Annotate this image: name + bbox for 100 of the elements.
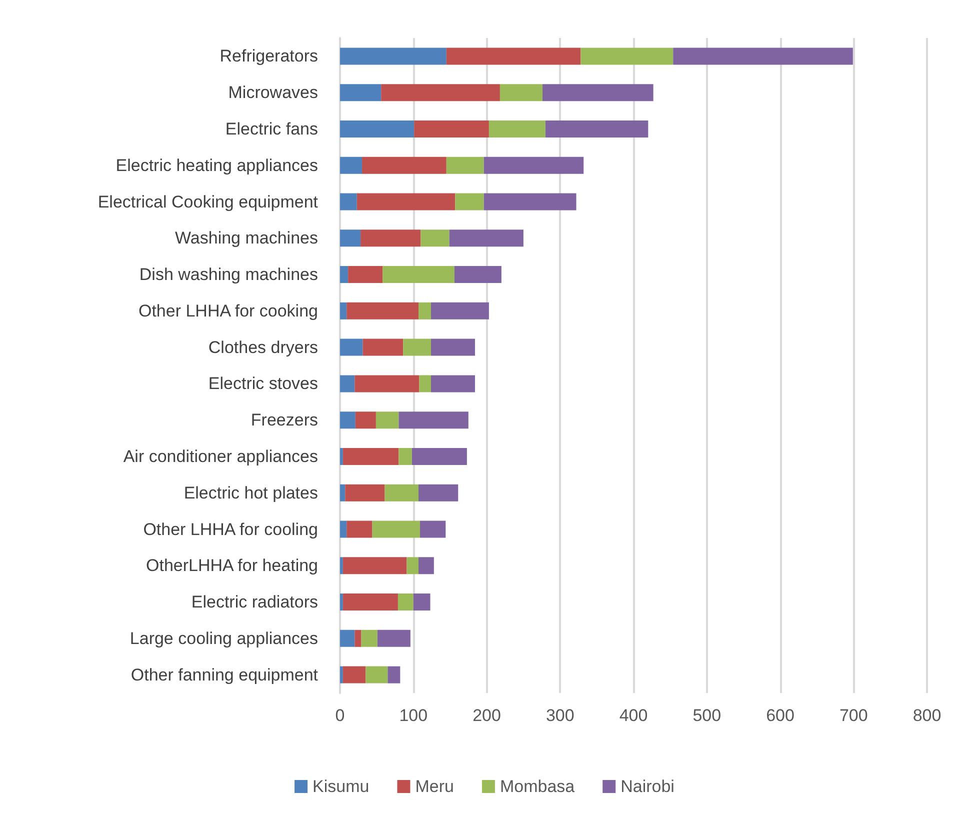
bar <box>484 193 576 210</box>
bar <box>454 266 502 284</box>
y-tick-label: Other fanning equipment <box>130 665 318 684</box>
bar <box>340 666 343 684</box>
x-tick-label: 700 <box>839 706 868 725</box>
bar <box>403 338 431 356</box>
y-tick-label: Large cooling appliances <box>130 628 318 648</box>
bar <box>354 630 362 647</box>
x-tick-label: 100 <box>399 706 428 725</box>
bar <box>340 156 362 174</box>
bar <box>430 302 489 320</box>
bar <box>360 230 421 247</box>
bar <box>348 266 383 284</box>
bar <box>340 48 446 65</box>
bar <box>382 266 454 284</box>
y-tick-label: Freezers <box>250 410 318 430</box>
y-tick-label: Electric fans <box>225 119 318 138</box>
bar <box>340 375 355 392</box>
y-tick-label: Microwaves <box>228 83 318 102</box>
y-tick-label: Electric stoves <box>208 374 318 394</box>
bar <box>340 120 414 138</box>
x-tick-label: 400 <box>619 706 648 725</box>
bar <box>362 156 446 174</box>
x-tick-label: 200 <box>472 706 501 725</box>
bar <box>388 666 400 684</box>
bar <box>398 448 412 465</box>
bar <box>430 338 476 356</box>
bar <box>340 84 382 102</box>
y-tick-label: Electric hot plates <box>184 483 318 502</box>
bar <box>340 520 347 538</box>
bar <box>340 193 357 210</box>
bar <box>488 120 546 138</box>
y-tick-label: Electrical Cooking equipment <box>98 192 318 212</box>
x-tick-label: 600 <box>766 706 794 725</box>
y-tick-label: Air conditioner appliances <box>123 446 318 466</box>
bar <box>340 338 363 356</box>
bar <box>340 630 355 647</box>
bar <box>542 84 654 102</box>
bar <box>340 594 343 611</box>
bar <box>420 520 446 538</box>
bar <box>346 520 372 538</box>
bar <box>342 666 366 684</box>
bar <box>366 666 388 684</box>
bar <box>580 48 674 65</box>
bar <box>340 448 343 465</box>
x-tick-label: 0 <box>335 706 345 725</box>
bar <box>340 230 361 247</box>
bar <box>413 594 430 611</box>
bar <box>414 120 489 138</box>
bar <box>362 338 404 356</box>
y-tick-label: Dish washing machines <box>139 265 318 284</box>
bar <box>342 448 399 465</box>
bar <box>356 193 456 210</box>
x-tick-label: 300 <box>546 706 574 725</box>
bar <box>446 156 484 174</box>
bar <box>340 266 348 284</box>
y-tick-label: Refrigerators <box>220 46 318 66</box>
legend-label: Nairobi <box>620 777 674 796</box>
legend-label: Mombasa <box>500 777 576 796</box>
bar <box>342 594 398 611</box>
bar <box>420 230 450 247</box>
bar <box>418 484 458 502</box>
bar <box>340 412 356 429</box>
bar <box>412 448 467 465</box>
y-tick-label: Electric heating appliances <box>116 156 318 175</box>
bar <box>354 375 420 392</box>
bar <box>381 84 500 102</box>
bar <box>455 193 484 210</box>
bar <box>372 520 420 538</box>
bar <box>418 557 434 574</box>
bar <box>340 557 343 574</box>
x-tick-label: 500 <box>692 706 722 725</box>
y-tick-label: OtherLHHA for heating <box>146 556 318 576</box>
bar <box>398 412 468 429</box>
x-tick-label: 800 <box>912 706 942 725</box>
legend-label: Meru <box>415 777 454 796</box>
bar <box>355 412 376 429</box>
bar <box>361 630 378 647</box>
bar <box>446 48 581 65</box>
legend-label: Kisumu <box>312 777 370 796</box>
bar <box>346 302 419 320</box>
y-tick-label: Other LHHA for cooking <box>138 301 318 320</box>
bar <box>377 630 410 647</box>
bar <box>345 484 385 502</box>
y-tick-label: Electric radiators <box>191 592 318 612</box>
bar <box>340 484 346 502</box>
bar <box>398 594 414 611</box>
bar <box>342 557 407 574</box>
bar <box>418 302 431 320</box>
bar <box>545 120 648 138</box>
y-tick-label: Clothes dryers <box>208 338 318 357</box>
bar <box>406 557 419 574</box>
y-tick-label: Other LHHA for cooling <box>143 520 318 539</box>
bar <box>419 375 431 392</box>
bar <box>449 230 524 247</box>
bar <box>384 484 419 502</box>
bar <box>376 412 399 429</box>
bar <box>340 302 347 320</box>
bar <box>484 156 584 174</box>
y-tick-label: Washing machines <box>175 228 318 248</box>
